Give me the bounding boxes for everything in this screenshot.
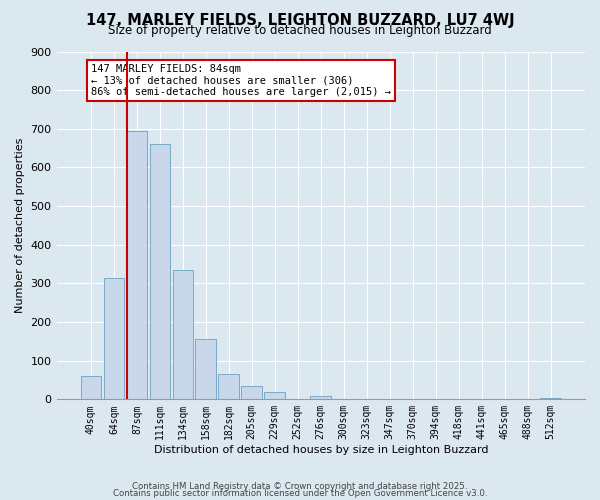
Bar bbox=[265, 392, 285, 400]
Text: 147 MARLEY FIELDS: 84sqm
← 13% of detached houses are smaller (306)
86% of semi-: 147 MARLEY FIELDS: 84sqm ← 13% of detach… bbox=[91, 64, 391, 97]
Bar bbox=[241, 386, 262, 400]
Bar bbox=[149, 144, 170, 400]
Y-axis label: Number of detached properties: Number of detached properties bbox=[15, 138, 25, 313]
Bar bbox=[127, 130, 147, 400]
Bar bbox=[80, 376, 101, 400]
Bar bbox=[104, 278, 124, 400]
Bar bbox=[540, 398, 561, 400]
Bar bbox=[173, 270, 193, 400]
Bar bbox=[218, 374, 239, 400]
Bar bbox=[196, 340, 216, 400]
X-axis label: Distribution of detached houses by size in Leighton Buzzard: Distribution of detached houses by size … bbox=[154, 445, 488, 455]
Bar bbox=[310, 396, 331, 400]
Text: 147, MARLEY FIELDS, LEIGHTON BUZZARD, LU7 4WJ: 147, MARLEY FIELDS, LEIGHTON BUZZARD, LU… bbox=[86, 12, 514, 28]
Text: Size of property relative to detached houses in Leighton Buzzard: Size of property relative to detached ho… bbox=[108, 24, 492, 37]
Text: Contains HM Land Registry data © Crown copyright and database right 2025.: Contains HM Land Registry data © Crown c… bbox=[132, 482, 468, 491]
Text: Contains public sector information licensed under the Open Government Licence v3: Contains public sector information licen… bbox=[113, 490, 487, 498]
